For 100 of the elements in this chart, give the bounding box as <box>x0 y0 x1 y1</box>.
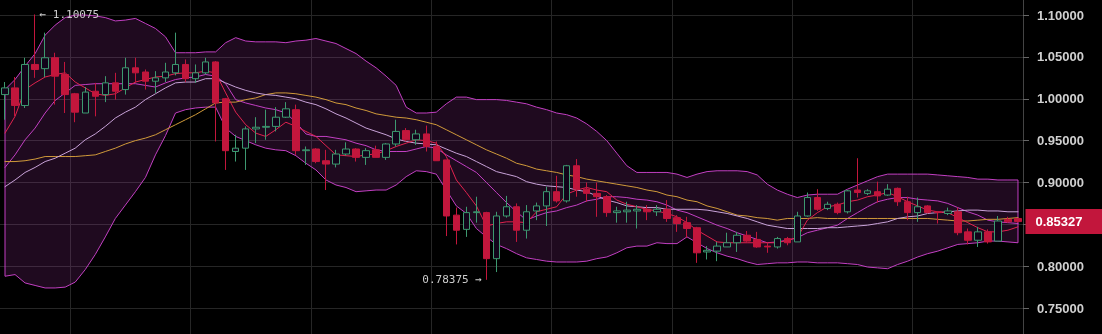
candlestick <box>894 187 901 207</box>
candlestick <box>473 196 480 224</box>
candlestick <box>834 202 841 215</box>
candlestick <box>653 204 661 217</box>
candlestick <box>202 57 209 75</box>
candlestick <box>142 68 149 91</box>
candlestick <box>924 204 931 214</box>
text: 0.85327 <box>1035 214 1083 230</box>
candlestick <box>974 226 982 248</box>
candlestick <box>533 202 540 221</box>
candlestick <box>563 164 570 204</box>
candlestick <box>513 202 520 243</box>
candlestick <box>483 211 490 281</box>
candlestick <box>693 226 701 264</box>
candlestick <box>743 230 751 243</box>
candlestick <box>71 92 79 123</box>
candlestick <box>774 236 781 250</box>
candlestick <box>964 228 972 245</box>
candlestick <box>824 201 831 211</box>
candlestick <box>874 181 881 204</box>
y-tick-label: 0.80000 <box>1037 258 1084 274</box>
candlestick <box>372 145 380 158</box>
annotation: 0.78375 → <box>422 273 483 287</box>
candlestick <box>543 186 550 227</box>
candlestick <box>784 236 791 246</box>
candlestick <box>402 127 410 142</box>
candlestick <box>1014 217 1022 224</box>
candlestick <box>362 147 370 166</box>
candlestick <box>944 207 952 216</box>
candlestick <box>272 106 280 132</box>
candlestick <box>322 149 330 191</box>
candlestick <box>252 116 260 144</box>
candlestick <box>753 231 761 249</box>
candlestick <box>412 129 420 146</box>
candlestick <box>854 157 861 199</box>
candlestick <box>392 119 400 147</box>
candlestick <box>603 194 611 218</box>
candlestick <box>683 216 691 239</box>
candlestick <box>433 140 440 162</box>
candlestick <box>282 101 290 119</box>
candlestick <box>794 211 801 243</box>
candlestick <box>593 181 601 218</box>
candlestick <box>21 57 29 109</box>
candlestick <box>463 206 470 238</box>
candlestick <box>152 70 159 94</box>
candlestick <box>663 199 671 223</box>
candlestick <box>623 201 631 224</box>
y-tick-label: 1.10000 <box>1037 7 1084 23</box>
candlestick <box>814 188 821 212</box>
candlestick <box>112 72 119 101</box>
candlestick <box>262 109 270 141</box>
candlestick <box>723 232 731 248</box>
candlestick <box>1004 216 1012 224</box>
y-tick-label: 0.75000 <box>1037 300 1084 316</box>
candlestick <box>423 125 430 153</box>
candlestick <box>92 82 99 117</box>
candlestick <box>573 158 580 198</box>
candlestick <box>302 145 310 166</box>
candlestick <box>844 189 851 214</box>
candlestick <box>132 57 139 84</box>
candlestick <box>352 147 360 163</box>
y-tick-label: 1.00000 <box>1037 91 1084 107</box>
candlestick <box>673 214 681 233</box>
candlestick <box>764 242 771 254</box>
candlestick <box>633 204 641 230</box>
candlestick <box>553 175 560 204</box>
candlestick <box>994 215 1002 242</box>
candlestick <box>332 149 340 168</box>
candlestick <box>954 207 962 236</box>
y-tick-label: 1.05000 <box>1037 49 1084 65</box>
candlestick <box>192 63 199 84</box>
candlestick <box>643 204 651 221</box>
candlestick <box>292 104 300 156</box>
candlestick <box>51 52 59 106</box>
candlestick <box>31 13 39 79</box>
candlestick <box>212 60 219 142</box>
candlestick <box>232 134 239 163</box>
candlestick <box>61 61 69 114</box>
candlestick <box>914 197 921 223</box>
candlestick <box>102 75 109 103</box>
candlestick <box>503 195 510 219</box>
candlestick <box>443 159 450 237</box>
candlestick <box>182 58 189 83</box>
y-tick-label: 0.95000 <box>1037 133 1084 149</box>
candlestick <box>884 183 891 197</box>
candlestick <box>11 76 19 117</box>
y-tick-label: 0.90000 <box>1037 174 1084 190</box>
candlestick <box>222 97 229 171</box>
candlestick <box>804 192 811 218</box>
candlestick <box>162 62 169 83</box>
candlestick <box>172 32 179 76</box>
candlestick <box>453 207 460 245</box>
candlestick <box>1 81 9 121</box>
candlestick <box>713 241 721 262</box>
candlestick <box>733 231 741 253</box>
candlestick <box>904 196 911 221</box>
candlestick <box>122 57 129 96</box>
candlestick <box>934 211 942 224</box>
candlestick <box>583 181 590 203</box>
candlestick <box>984 228 992 245</box>
